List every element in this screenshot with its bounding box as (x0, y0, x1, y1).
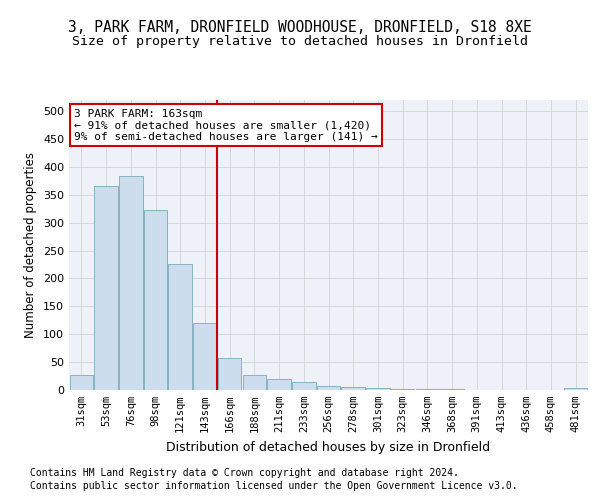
Text: Contains HM Land Registry data © Crown copyright and database right 2024.: Contains HM Land Registry data © Crown c… (30, 468, 459, 477)
Bar (317, 386, 340, 390)
Text: 3, PARK FARM, DRONFIELD WOODHOUSE, DRONFIELD, S18 8XE: 3, PARK FARM, DRONFIELD WOODHOUSE, DRONF… (68, 20, 532, 35)
Bar (169, 264, 192, 390)
Text: Contains public sector information licensed under the Open Government Licence v3: Contains public sector information licen… (30, 481, 518, 491)
X-axis label: Distribution of detached houses by size in Dronfield: Distribution of detached houses by size … (166, 440, 491, 454)
Bar (391, 389, 415, 390)
Bar (341, 387, 365, 390)
Text: 3 PARK FARM: 163sqm
← 91% of detached houses are smaller (1,420)
9% of semi-deta: 3 PARK FARM: 163sqm ← 91% of detached ho… (74, 108, 378, 142)
Bar (193, 323, 217, 390)
Bar (564, 388, 587, 390)
Bar (70, 375, 93, 390)
Bar (144, 210, 167, 390)
Text: Size of property relative to detached houses in Dronfield: Size of property relative to detached ho… (72, 34, 528, 48)
Bar (268, 379, 291, 390)
Y-axis label: Number of detached properties: Number of detached properties (25, 152, 37, 338)
Bar (292, 382, 316, 390)
Bar (94, 186, 118, 390)
Bar (119, 176, 143, 390)
Bar (366, 388, 389, 390)
Bar (242, 375, 266, 390)
Bar (218, 358, 241, 390)
